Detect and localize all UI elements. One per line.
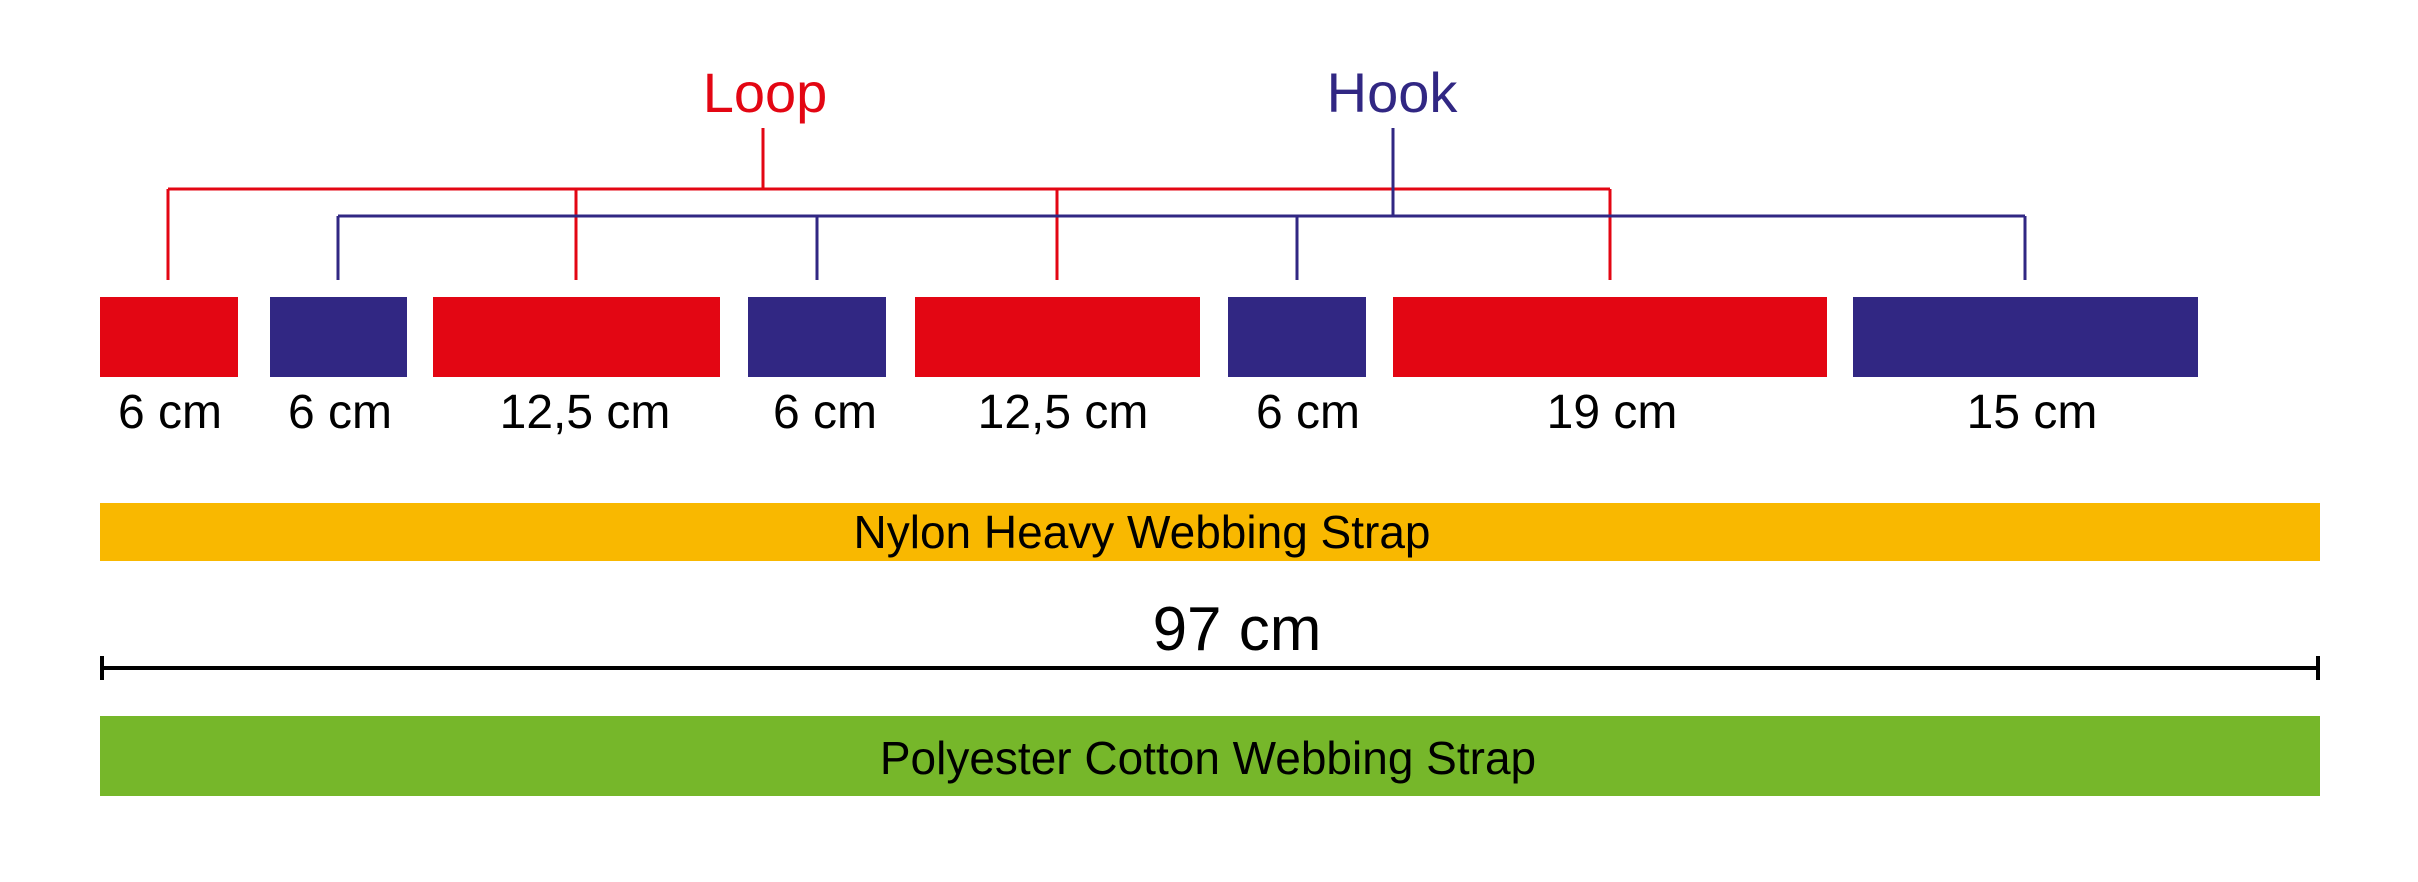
polyester-strap-bar: [100, 716, 2320, 796]
hook-bracket: [336, 128, 2027, 280]
segment-length-label-5: 12,5 cm: [978, 386, 1149, 439]
hook-segment-2: [270, 297, 407, 377]
segment-labels: 6 cm 6 cm 12,5 cm 6 cm 12,5 cm 6 cm 19 cm 15 cm: [118, 386, 2097, 439]
nylon-strap-bar: [100, 503, 2320, 561]
loop-segment-3: [433, 297, 720, 377]
segment-length-label-8: 15 cm: [1967, 386, 2098, 439]
hook-label: Hook: [1327, 61, 1459, 124]
segment-length-label-3: 12,5 cm: [500, 386, 671, 439]
total-length-label: 97 cm: [1153, 595, 1322, 664]
segment-length-label-4: 6 cm: [773, 386, 877, 439]
loop-segment-1: [100, 297, 238, 377]
loop-label: Loop: [703, 61, 828, 124]
segment-length-label-7: 19 cm: [1547, 386, 1678, 439]
hook-segment-8: [1853, 297, 2198, 377]
hook-segment-6: [1228, 297, 1366, 377]
segment-length-label-2: 6 cm: [288, 386, 392, 439]
hook-segment-4: [748, 297, 886, 377]
polyester-strap-label: Polyester Cotton Webbing Strap: [880, 732, 1536, 784]
loop-segment-5: [915, 297, 1200, 377]
segment-blocks: [100, 297, 2198, 377]
loop-segment-7: [1393, 297, 1827, 377]
segment-length-label-1: 6 cm: [118, 386, 222, 439]
segment-length-label-6: 6 cm: [1256, 386, 1360, 439]
nylon-strap-label: Nylon Heavy Webbing Strap: [854, 506, 1431, 558]
loop-bracket: [166, 128, 1612, 280]
